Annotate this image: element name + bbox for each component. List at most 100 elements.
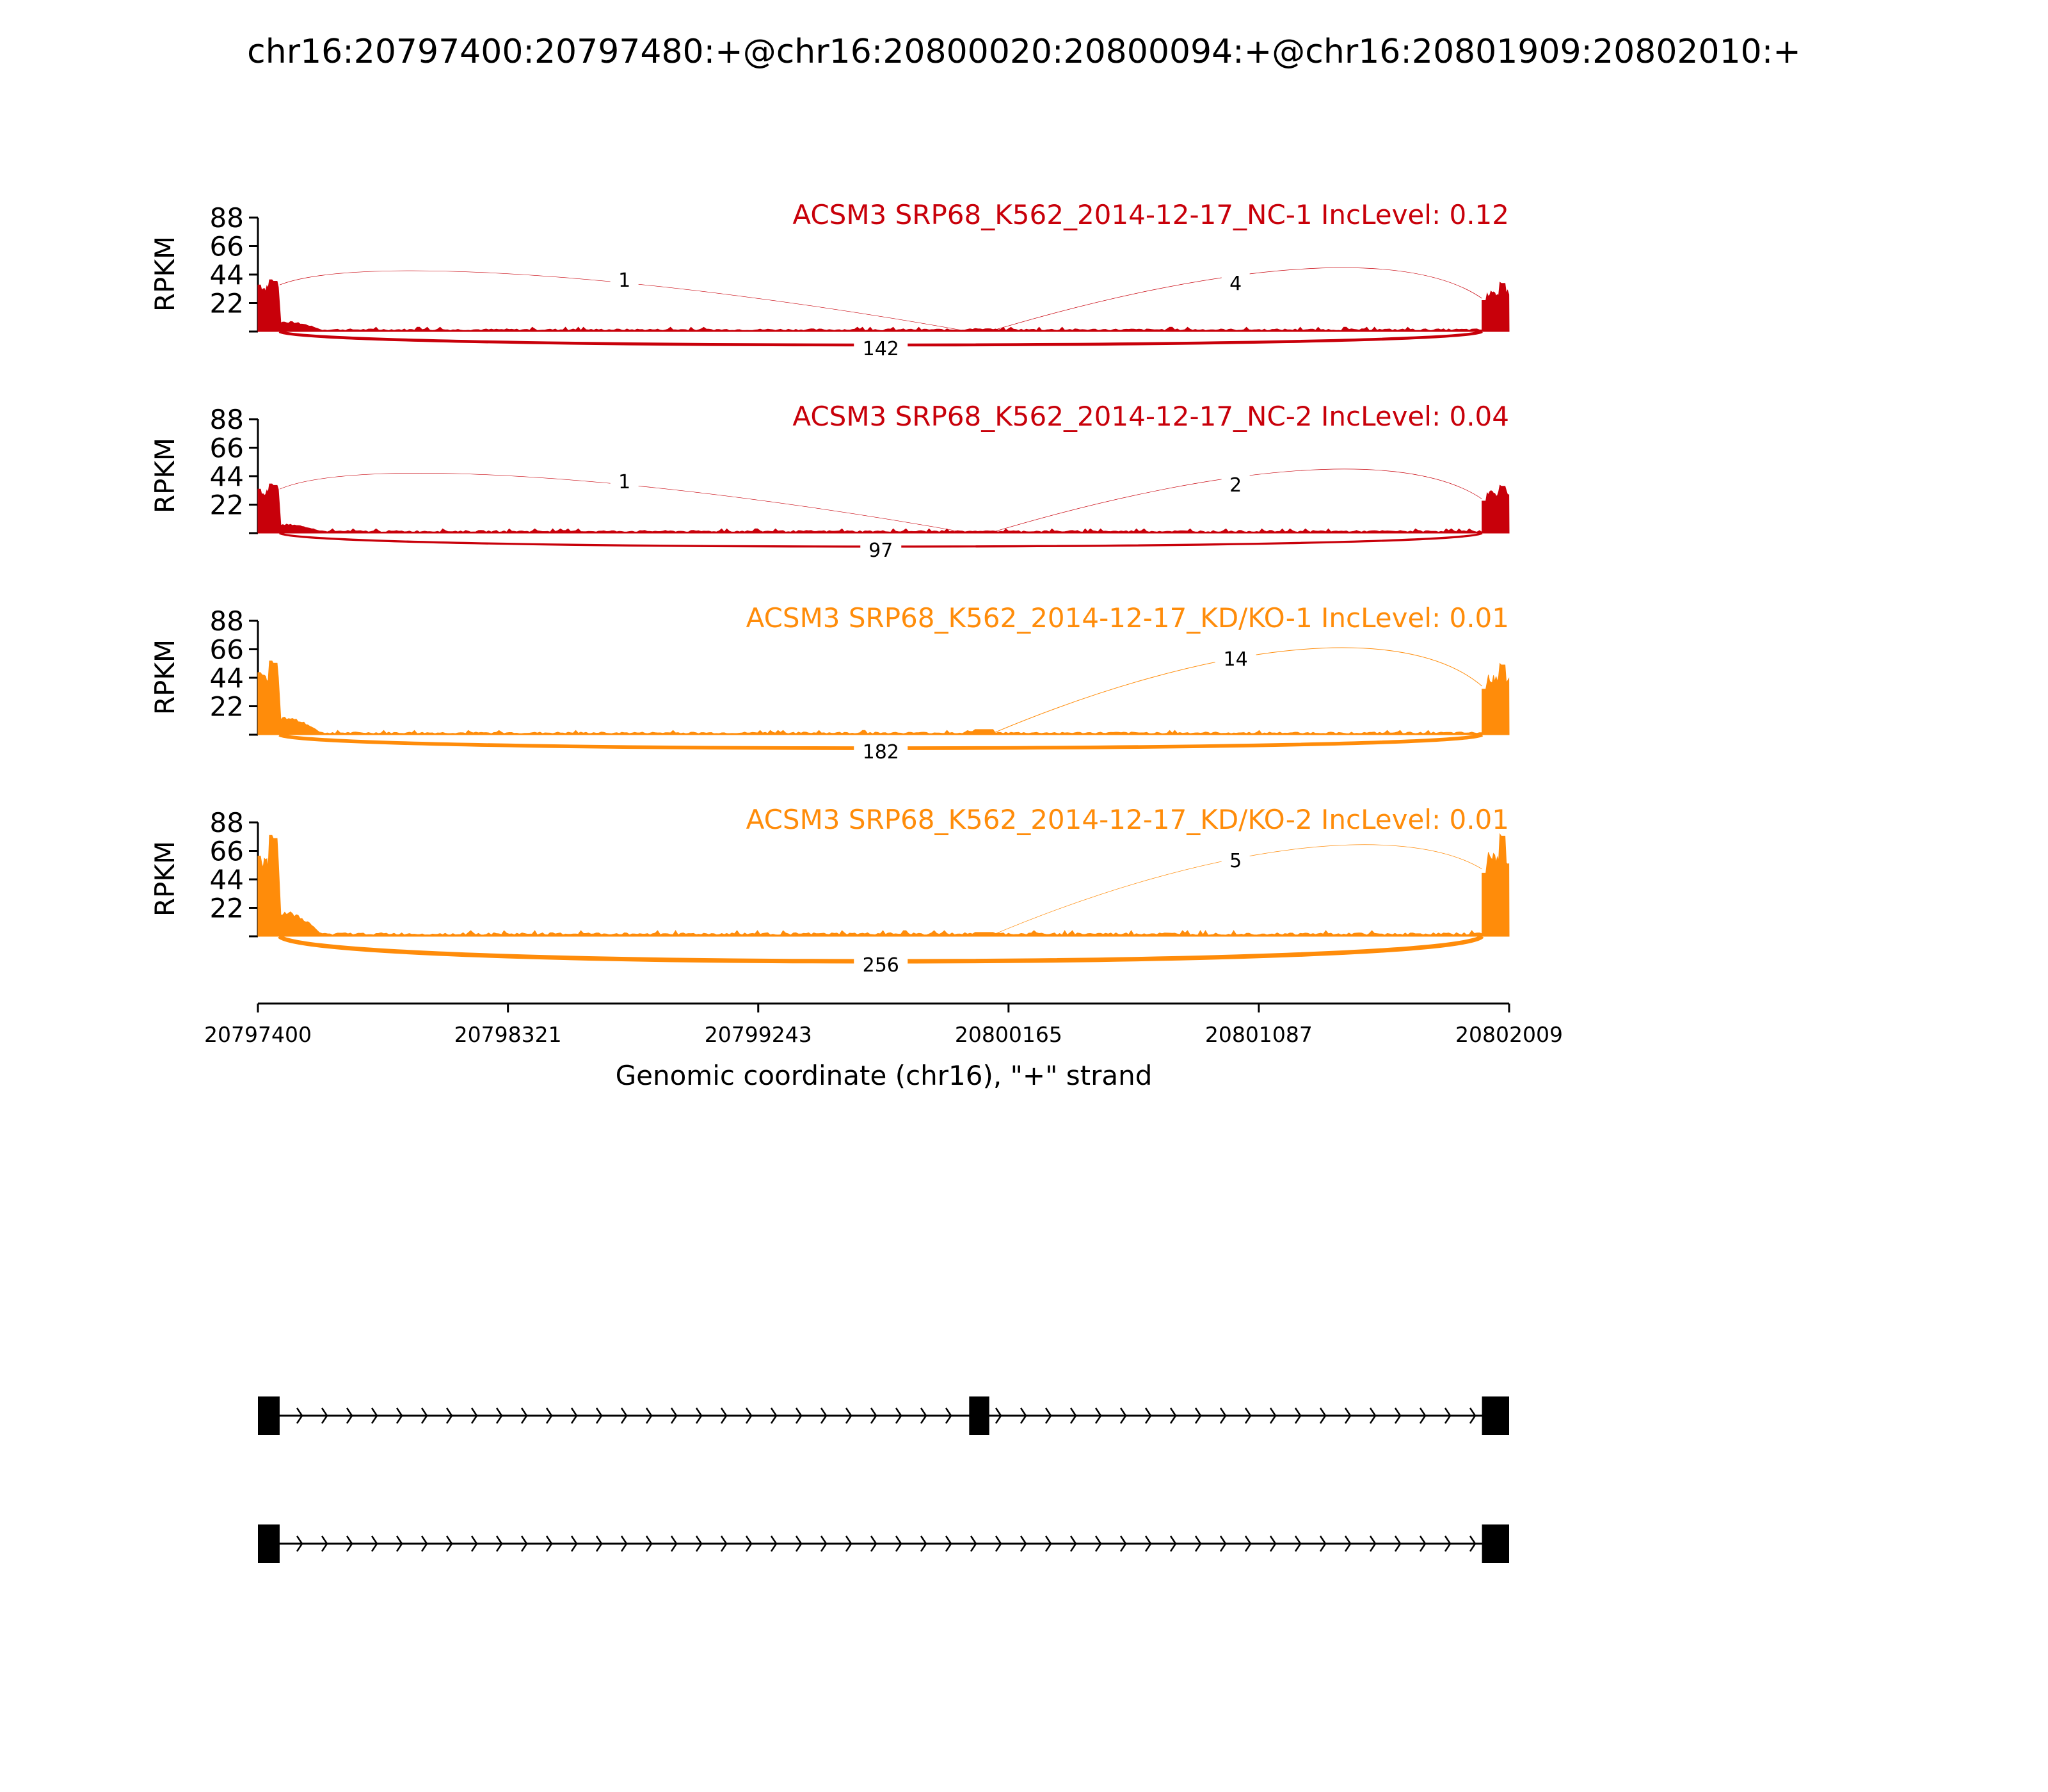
strand-chevron xyxy=(1094,1535,1102,1552)
strand-chevron xyxy=(1469,1407,1476,1424)
y-axis-label: RPKM xyxy=(149,841,180,916)
strand-chevron xyxy=(396,1535,403,1552)
junction-label-bg xyxy=(854,337,908,360)
strand-chevron xyxy=(720,1407,728,1424)
junction-label-bg xyxy=(610,470,639,493)
strand-chevron xyxy=(1294,1535,1302,1552)
strand-chevron xyxy=(1044,1535,1052,1552)
junction-arc xyxy=(989,844,1482,937)
panel-title: ACSM3 SRP68_K562_2014-12-17_NC-2 IncLeve… xyxy=(792,401,1509,432)
y-tick-label: 44 xyxy=(210,461,244,492)
junction-arc xyxy=(279,270,970,332)
strand-chevron xyxy=(1144,1535,1152,1552)
strand-chevron xyxy=(1269,1535,1277,1552)
panel-title: ACSM3 SRP68_K562_2014-12-17_KD/KO-1 IncL… xyxy=(746,602,1509,634)
y-tick-label: 88 xyxy=(210,202,244,234)
y-tick-label: 44 xyxy=(210,864,244,895)
junction-count: 1 xyxy=(618,269,630,292)
strand-chevron xyxy=(620,1407,628,1424)
strand-chevron xyxy=(745,1535,753,1552)
strand-chevron xyxy=(470,1407,478,1424)
strand-chevron xyxy=(995,1535,1002,1552)
x-tick-label: 20801087 xyxy=(1205,1022,1313,1047)
panel-title: ACSM3 SRP68_K562_2014-12-17_NC-1 IncLeve… xyxy=(792,199,1509,230)
strand-chevron xyxy=(795,1407,803,1424)
junction-label-bg xyxy=(1215,648,1256,671)
strand-chevron xyxy=(820,1535,828,1552)
strand-chevron xyxy=(346,1535,353,1552)
strand-chevron xyxy=(895,1535,902,1552)
strand-chevron xyxy=(445,1535,453,1552)
strand-chevron xyxy=(371,1407,378,1424)
strand-chevron xyxy=(520,1535,528,1552)
strand-chevron xyxy=(346,1407,353,1424)
strand-chevron xyxy=(296,1407,303,1424)
strand-chevron xyxy=(920,1535,927,1552)
chart-title: chr16:20797400:20797480:+@chr16:20800020… xyxy=(247,33,1801,71)
strand-chevron xyxy=(770,1535,778,1552)
x-axis-label: Genomic coordinate (chr16), "+" strand xyxy=(616,1060,1153,1091)
junction-count: 256 xyxy=(863,954,899,977)
strand-chevron xyxy=(945,1535,952,1552)
strand-chevron xyxy=(1369,1407,1377,1424)
y-tick-label: 88 xyxy=(210,807,244,838)
strand-chevron xyxy=(1169,1535,1177,1552)
strand-chevron xyxy=(321,1407,328,1424)
strand-chevron xyxy=(845,1407,852,1424)
exon-block xyxy=(1482,1524,1509,1563)
junction-label-bg xyxy=(860,539,902,562)
strand-chevron xyxy=(1244,1535,1252,1552)
strand-chevron xyxy=(1319,1407,1327,1424)
strand-chevron xyxy=(845,1535,852,1552)
strand-chevron xyxy=(920,1407,927,1424)
strand-chevron xyxy=(445,1407,453,1424)
junction-label-bg xyxy=(1221,849,1250,872)
junction-count: 4 xyxy=(1229,273,1242,295)
strand-chevron xyxy=(1419,1407,1427,1424)
strand-chevron xyxy=(1369,1535,1377,1552)
junction-arc xyxy=(989,647,1482,735)
junction-count: 5 xyxy=(1229,850,1242,872)
strand-chevron xyxy=(1119,1407,1127,1424)
strand-chevron xyxy=(795,1535,803,1552)
coverage-area xyxy=(257,660,1510,735)
strand-chevron xyxy=(1069,1407,1077,1424)
exon-block xyxy=(969,1396,989,1435)
strand-chevron xyxy=(1394,1407,1402,1424)
strand-chevron xyxy=(1020,1535,1027,1552)
strand-chevron xyxy=(420,1407,428,1424)
y-tick-label: 44 xyxy=(210,662,244,694)
junction-count: 97 xyxy=(868,540,893,562)
strand-chevron xyxy=(495,1535,503,1552)
strand-chevron xyxy=(1144,1407,1152,1424)
y-axis-label: RPKM xyxy=(149,438,180,513)
strand-chevron xyxy=(1394,1535,1402,1552)
strand-chevron xyxy=(870,1535,877,1552)
strand-chevron xyxy=(1094,1407,1102,1424)
x-tick-label: 20800165 xyxy=(955,1022,1062,1047)
strand-chevron xyxy=(1119,1535,1127,1552)
coverage-area xyxy=(257,483,1510,534)
strand-chevron xyxy=(1169,1407,1177,1424)
strand-chevron xyxy=(371,1535,378,1552)
strand-chevron xyxy=(1444,1535,1452,1552)
junction-arc xyxy=(989,468,1482,534)
strand-chevron xyxy=(1469,1535,1476,1552)
y-tick-label: 66 xyxy=(210,836,244,867)
strand-chevron xyxy=(1269,1407,1277,1424)
strand-chevron xyxy=(1444,1407,1452,1424)
strand-chevron xyxy=(1419,1535,1427,1552)
strand-chevron xyxy=(1194,1407,1202,1424)
junction-count: 142 xyxy=(863,338,899,360)
junction-count: 1 xyxy=(618,471,630,493)
y-tick-label: 88 xyxy=(210,605,244,637)
x-tick-label: 20797400 xyxy=(204,1022,312,1047)
strand-chevron xyxy=(495,1407,503,1424)
coverage-area xyxy=(257,833,1510,937)
strand-chevron xyxy=(1344,1535,1352,1552)
junction-count: 182 xyxy=(863,741,899,764)
